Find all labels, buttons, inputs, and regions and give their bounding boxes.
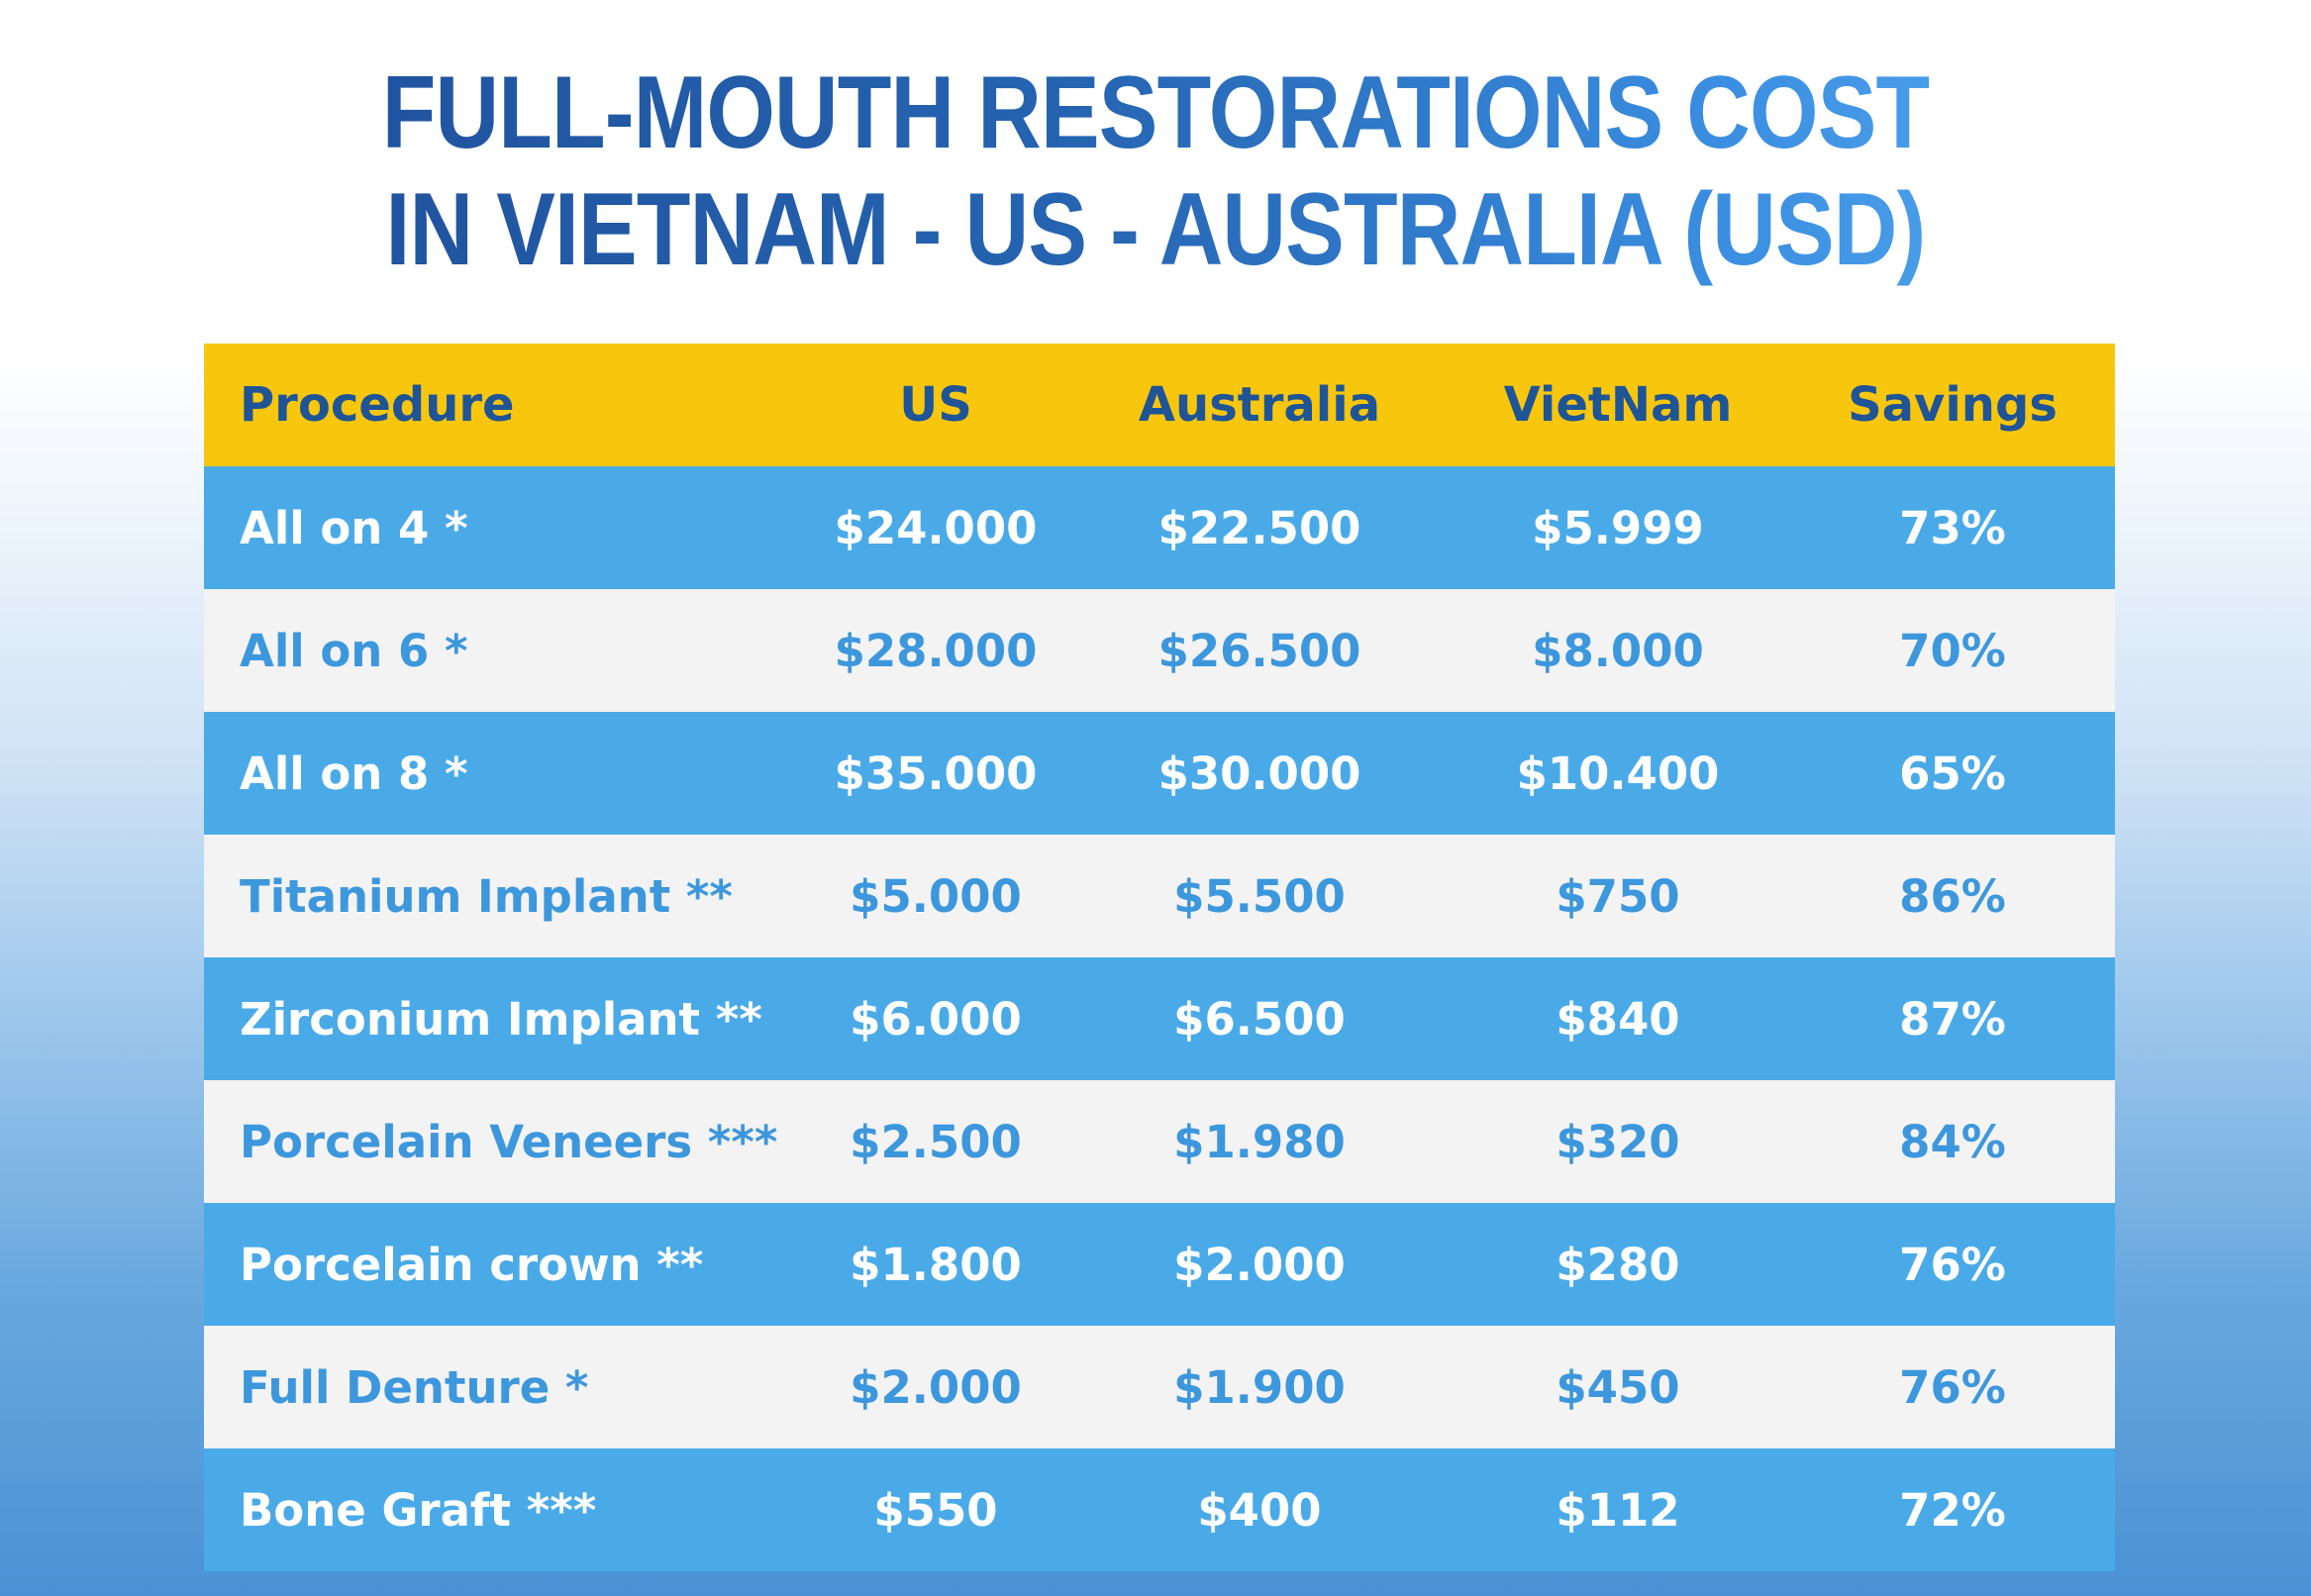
- procedure-cell: Zirconium Implant **: [240, 992, 762, 1046]
- australia-price-cell: $1.900: [1173, 1360, 1346, 1414]
- australia-price-cell: $26.500: [1157, 624, 1361, 677]
- vietnam-price-cell: $5.999: [1532, 501, 1704, 554]
- table-row: All on 6 * $28.000 $26.500 $8.000 70%: [204, 589, 2115, 712]
- table-row: Zirconium Implant ** $6.000 $6.500 $840 87%: [204, 957, 2115, 1080]
- australia-price-cell: $2.000: [1173, 1238, 1346, 1291]
- procedure-cell: All on 6 *: [240, 624, 468, 677]
- procedure-cell: Porcelain crown **: [240, 1238, 704, 1291]
- savings-cell: 70%: [1899, 624, 2006, 677]
- savings-cell: 84%: [1899, 1115, 2006, 1168]
- table-row: Porcelain Veneers *** $2.500 $1.980 $320 84%: [204, 1080, 2115, 1203]
- header-australia: Australia: [1138, 377, 1381, 433]
- table-row: Porcelain crown ** $1.800 $2.000 $280 76%: [204, 1203, 2115, 1326]
- header-vietnam: VietNam: [1503, 377, 1733, 433]
- us-price-cell: $550: [873, 1483, 998, 1537]
- savings-cell: 87%: [1899, 992, 2006, 1046]
- vietnam-price-cell: $320: [1556, 1115, 1680, 1168]
- table-row: All on 4 * $24.000 $22.500 $5.999 73%: [204, 466, 2115, 589]
- vietnam-price-cell: $10.400: [1516, 747, 1720, 800]
- header-us: US: [899, 377, 972, 433]
- chart-title-line-1: FULL-MOUTH RESTORATIONS COST: [161, 54, 2149, 171]
- table-row: Full Denture * $2.000 $1.900 $450 76%: [204, 1326, 2115, 1448]
- table-header-row: Procedure US Australia VietNam Savings: [204, 344, 2115, 466]
- us-price-cell: $5.000: [850, 869, 1022, 923]
- vietnam-price-cell: $750: [1556, 869, 1680, 923]
- header-procedure: Procedure: [240, 377, 515, 433]
- procedure-cell: Porcelain Veneers ***: [240, 1115, 778, 1168]
- vietnam-price-cell: $450: [1556, 1360, 1680, 1414]
- chart-title-line-2: IN VIETNAM - US - AUSTRALIA (USD): [161, 171, 2149, 288]
- savings-cell: 86%: [1899, 869, 2006, 923]
- savings-cell: 76%: [1899, 1360, 2006, 1414]
- australia-price-cell: $6.500: [1173, 992, 1346, 1046]
- australia-price-cell: $400: [1197, 1483, 1322, 1537]
- procedure-cell: Titanium Implant **: [240, 869, 733, 923]
- procedure-cell: All on 8 *: [240, 747, 468, 800]
- savings-cell: 73%: [1899, 501, 2006, 554]
- australia-price-cell: $5.500: [1173, 869, 1346, 923]
- savings-cell: 76%: [1899, 1238, 2006, 1291]
- us-price-cell: $2.000: [850, 1360, 1022, 1414]
- vietnam-price-cell: $112: [1556, 1483, 1680, 1537]
- australia-price-cell: $22.500: [1157, 501, 1361, 554]
- us-price-cell: $35.000: [834, 747, 1038, 800]
- australia-price-cell: $1.980: [1173, 1115, 1346, 1168]
- procedure-cell: All on 4 *: [240, 501, 468, 554]
- procedure-cell: Full Denture *: [240, 1360, 589, 1414]
- us-price-cell: $28.000: [834, 624, 1038, 677]
- cost-table: Procedure US Australia VietNam Savings A…: [204, 344, 2115, 1571]
- table-row: Titanium Implant ** $5.000 $5.500 $750 86%: [204, 835, 2115, 957]
- us-price-cell: $2.500: [850, 1115, 1022, 1168]
- us-price-cell: $24.000: [834, 501, 1038, 554]
- savings-cell: 65%: [1899, 747, 2006, 800]
- us-price-cell: $6.000: [850, 992, 1022, 1046]
- australia-price-cell: $30.000: [1157, 747, 1361, 800]
- chart-title: FULL-MOUTH RESTORATIONS COST IN VIETNAM …: [161, 54, 2149, 288]
- table-row: Bone Graft *** $550 $400 $112 72%: [204, 1448, 2115, 1571]
- table-row: All on 8 * $35.000 $30.000 $10.400 65%: [204, 712, 2115, 835]
- vietnam-price-cell: $280: [1556, 1238, 1680, 1291]
- vietnam-price-cell: $8.000: [1532, 624, 1704, 677]
- vietnam-price-cell: $840: [1556, 992, 1680, 1046]
- savings-cell: 72%: [1899, 1483, 2006, 1537]
- us-price-cell: $1.800: [850, 1238, 1022, 1291]
- header-savings: Savings: [1848, 377, 2058, 433]
- procedure-cell: Bone Graft ***: [240, 1483, 597, 1537]
